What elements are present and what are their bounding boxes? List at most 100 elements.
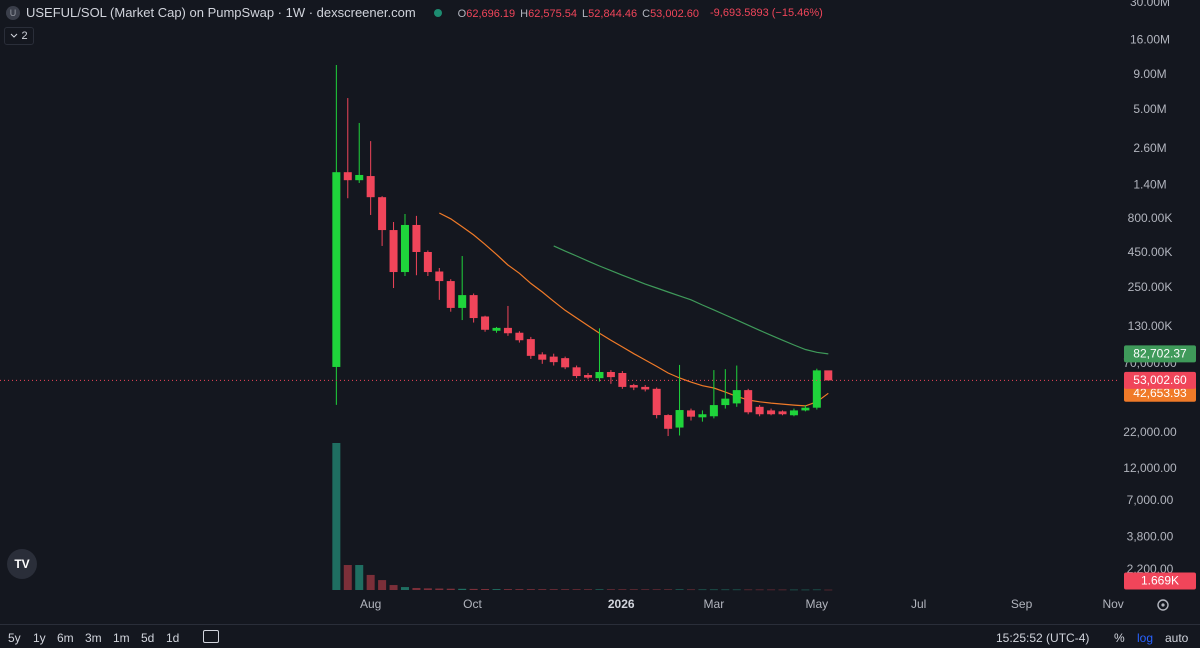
candle-body [332,172,341,367]
volume-bar [492,589,501,590]
candle-body [629,385,638,388]
candle-body [378,197,387,231]
x-tick-label: Oct [463,597,482,611]
candle-body [789,410,798,416]
status-dot [433,8,442,17]
candle-body [355,174,364,181]
volume-bar [526,589,535,590]
y-tick-label: 130.00K [1128,319,1173,333]
candle-body [824,370,833,381]
range-button[interactable]: 5y [8,631,21,645]
chart: TV 30.00M 16.00M 9.00M 5.00M 2.60M 1.40M 800.0… [0,0,1196,611]
candle-body [732,390,741,404]
indicator-count: 2 [21,30,28,42]
candle-body [412,224,421,252]
y-tick-label: 1.40M [1133,178,1166,192]
header: U USEFUL/SOL (Market Cap) on PumpSwap · … [6,5,828,20]
ma-line [553,245,829,355]
candle-body [515,332,524,341]
candle-body [400,224,409,273]
candle-body [755,406,764,415]
range-button[interactable]: 3m [85,631,102,645]
candle-body [561,358,570,368]
candle-body [778,411,787,415]
ohlc-key: L [582,8,589,20]
volume-bar [584,589,593,590]
volume-bar [503,589,512,590]
volume-bar [412,587,421,590]
volume-bar [778,589,787,591]
volume-bar [652,589,661,591]
candle-body [812,370,821,408]
candle-body [538,354,547,360]
range-button[interactable]: 1d [166,631,180,645]
volume-bar [423,588,432,590]
x-tick-label: 2026 [608,597,635,611]
change: -9,693.5893 (−15.46%) [710,6,823,19]
ohlc-value: 62,696.19 [466,8,516,20]
candle-body [686,410,695,417]
price-badge-label: 1.669K [1141,574,1179,588]
y-tick-label: 16.00M [1130,33,1170,47]
price-badge [1124,572,1196,590]
y-tick-label: 450.00K [1128,245,1173,259]
scale-option[interactable]: % [1114,631,1125,645]
ohlc: O62,696.19 H62,575.54 L52,844.46 C53,002.60 [458,5,704,20]
price-badge-label: 82,702.37 [1133,347,1187,361]
x-tick-label: Aug [360,597,381,611]
volume-bar [629,589,638,590]
volume-bar [755,589,764,591]
ohlc-key: O [457,8,467,20]
volume-bar [709,589,718,591]
volume-bar [515,589,524,590]
volume-bar [641,589,650,591]
candle-body [492,327,501,331]
range-button[interactable]: 1y [33,631,46,645]
volume-bar [744,589,753,591]
range-button[interactable]: 5d [141,631,155,645]
y-tick-label: 30.00M [1130,0,1170,9]
indicators-toggle[interactable]: 2 [4,27,34,45]
scale-option[interactable]: log [1137,631,1154,645]
y-tick-label: 2,200.00 [1127,562,1174,576]
price-badge [1124,345,1196,363]
candle-body [675,410,684,428]
y-tick-label: 7,000.00 [1127,493,1174,507]
candle-body [343,172,352,181]
y-tick-label: 5.00M [1133,102,1166,116]
volume-bars [332,443,833,591]
chevron [11,33,18,38]
candle-body [549,356,558,363]
candle-body [435,271,444,282]
volume-bar [686,589,695,591]
volume-bar [767,589,776,591]
range-button[interactable]: 1m [113,631,130,645]
calendar-button[interactable] [203,630,219,643]
ohlc-value: 52,844.46 [588,8,638,20]
volume-bar [732,589,741,591]
candle-body [526,339,535,356]
x-tick-label: Mar [704,597,725,611]
y-tick-label: 2.60M [1133,141,1166,155]
volume-bar [481,588,490,590]
candle-body [423,251,432,273]
y-tick-label: 12,000.00 [1123,461,1177,475]
y-tick-label: 22,000.00 [1123,425,1177,439]
candle-body [744,390,753,413]
y-tick-label: 9.00M [1133,67,1166,81]
candle-body [652,388,661,416]
symbol-icon: U [6,5,20,20]
volume-bar [721,589,730,591]
candle-body [664,415,673,429]
candle-body [389,230,398,273]
range-button[interactable]: 6m [57,631,74,645]
ohlc-key: C [642,8,651,20]
volume-bar [572,589,581,590]
price-badge-label: 53,002.60 [1133,373,1187,387]
candle-body [801,407,810,411]
settings-icon[interactable] [1157,599,1169,611]
scale-option[interactable]: auto [1165,631,1189,645]
y-tick-label: 800.00K [1128,211,1173,225]
candle-body [709,405,718,417]
